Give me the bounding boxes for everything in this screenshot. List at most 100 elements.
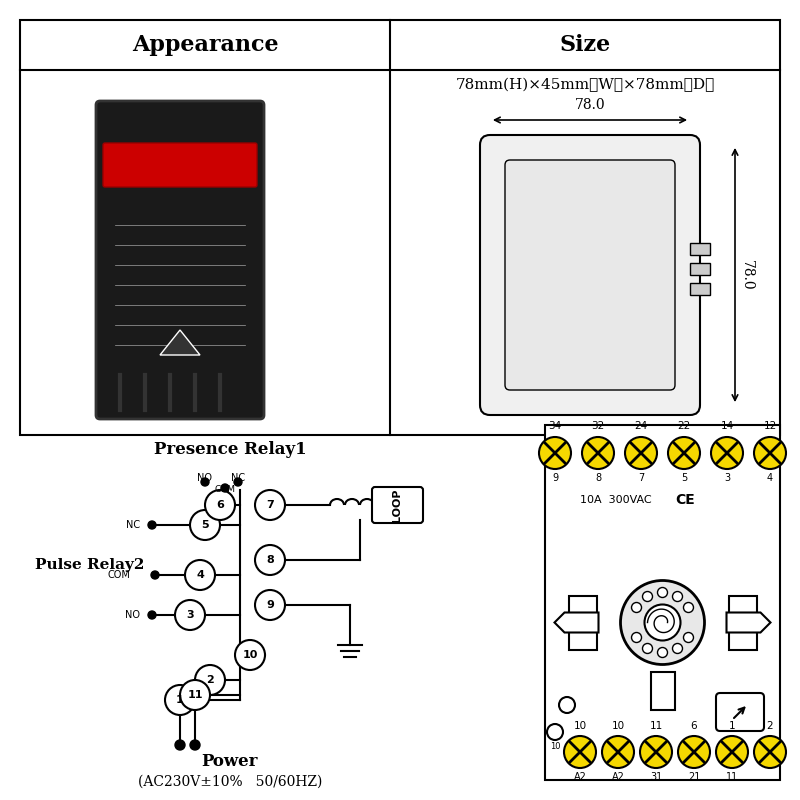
Text: 31: 31 — [650, 772, 662, 782]
FancyBboxPatch shape — [690, 283, 710, 295]
Text: 4: 4 — [196, 570, 204, 580]
Text: 10: 10 — [611, 721, 625, 731]
FancyBboxPatch shape — [729, 595, 757, 650]
Circle shape — [658, 587, 667, 598]
Text: 1: 1 — [729, 721, 735, 731]
Circle shape — [255, 545, 285, 575]
FancyBboxPatch shape — [103, 143, 257, 187]
Circle shape — [195, 665, 225, 695]
Circle shape — [148, 611, 156, 619]
Text: 78.0: 78.0 — [740, 260, 754, 290]
Circle shape — [148, 521, 156, 529]
Text: 8: 8 — [266, 555, 274, 565]
Circle shape — [631, 633, 642, 642]
Text: 1: 1 — [176, 695, 184, 705]
FancyBboxPatch shape — [690, 263, 710, 275]
Text: NC: NC — [126, 520, 140, 530]
Circle shape — [582, 437, 614, 469]
Circle shape — [255, 490, 285, 520]
Circle shape — [683, 633, 694, 642]
Text: 10: 10 — [242, 650, 258, 660]
Circle shape — [642, 591, 653, 602]
FancyBboxPatch shape — [545, 425, 780, 780]
FancyBboxPatch shape — [650, 671, 674, 710]
Text: 14: 14 — [720, 421, 734, 431]
Circle shape — [234, 478, 242, 486]
FancyBboxPatch shape — [690, 243, 710, 255]
FancyBboxPatch shape — [96, 101, 264, 419]
Text: 11: 11 — [726, 772, 738, 782]
Text: 5: 5 — [201, 520, 209, 530]
Circle shape — [631, 602, 642, 613]
Text: 3: 3 — [186, 610, 194, 620]
Text: 7: 7 — [638, 473, 644, 483]
Text: A2: A2 — [574, 772, 586, 782]
Circle shape — [642, 643, 653, 654]
Circle shape — [175, 600, 205, 630]
Text: NO: NO — [125, 610, 140, 620]
Text: 3: 3 — [724, 473, 730, 483]
Text: 32: 32 — [591, 421, 605, 431]
Text: Pulse Relay2: Pulse Relay2 — [35, 558, 144, 572]
Circle shape — [205, 490, 235, 520]
FancyBboxPatch shape — [716, 693, 764, 731]
Text: COM: COM — [214, 486, 235, 494]
Text: 2: 2 — [766, 721, 774, 731]
Circle shape — [190, 510, 220, 540]
Text: 12: 12 — [763, 421, 777, 431]
Circle shape — [678, 736, 710, 768]
Text: 2: 2 — [206, 675, 214, 685]
Circle shape — [221, 484, 229, 492]
Circle shape — [602, 736, 634, 768]
Circle shape — [255, 590, 285, 620]
Circle shape — [625, 437, 657, 469]
Circle shape — [640, 736, 672, 768]
Circle shape — [645, 605, 681, 641]
FancyBboxPatch shape — [480, 135, 700, 415]
Circle shape — [621, 581, 705, 665]
FancyBboxPatch shape — [569, 595, 597, 650]
Circle shape — [673, 591, 682, 602]
Circle shape — [547, 724, 563, 740]
Circle shape — [711, 437, 743, 469]
Text: 9: 9 — [552, 473, 558, 483]
Circle shape — [201, 478, 209, 486]
Text: 22: 22 — [678, 421, 690, 431]
Text: 7: 7 — [266, 500, 274, 510]
Text: 5: 5 — [681, 473, 687, 483]
Text: 24: 24 — [634, 421, 648, 431]
Text: 11: 11 — [650, 721, 662, 731]
Text: 9: 9 — [266, 600, 274, 610]
Circle shape — [754, 736, 786, 768]
Text: Size: Size — [559, 34, 610, 56]
Text: 8: 8 — [595, 473, 601, 483]
Polygon shape — [554, 613, 598, 633]
Circle shape — [683, 602, 694, 613]
FancyBboxPatch shape — [20, 20, 780, 435]
Text: COM: COM — [107, 570, 130, 580]
Circle shape — [180, 680, 210, 710]
FancyBboxPatch shape — [372, 487, 423, 523]
Text: 6: 6 — [216, 500, 224, 510]
Text: 34: 34 — [548, 421, 562, 431]
Circle shape — [673, 643, 682, 654]
Text: (AC230V±10%   50/60HZ): (AC230V±10% 50/60HZ) — [138, 775, 322, 789]
Circle shape — [185, 560, 215, 590]
Text: 4: 4 — [767, 473, 773, 483]
Circle shape — [716, 736, 748, 768]
Text: 10A  300VAC: 10A 300VAC — [580, 495, 652, 505]
Text: 78.0: 78.0 — [574, 98, 606, 112]
Text: CE: CE — [675, 493, 695, 507]
Circle shape — [658, 647, 667, 658]
Circle shape — [151, 571, 159, 579]
Text: 6: 6 — [690, 721, 698, 731]
FancyBboxPatch shape — [505, 160, 675, 390]
Circle shape — [165, 685, 195, 715]
Polygon shape — [726, 613, 770, 633]
Text: 78mm(H)×45mm（W）×78mm（D）: 78mm(H)×45mm（W）×78mm（D） — [455, 78, 714, 92]
Circle shape — [539, 437, 571, 469]
Circle shape — [668, 437, 700, 469]
Circle shape — [190, 740, 200, 750]
Text: Appearance: Appearance — [132, 34, 278, 56]
Text: NO: NO — [198, 473, 213, 483]
